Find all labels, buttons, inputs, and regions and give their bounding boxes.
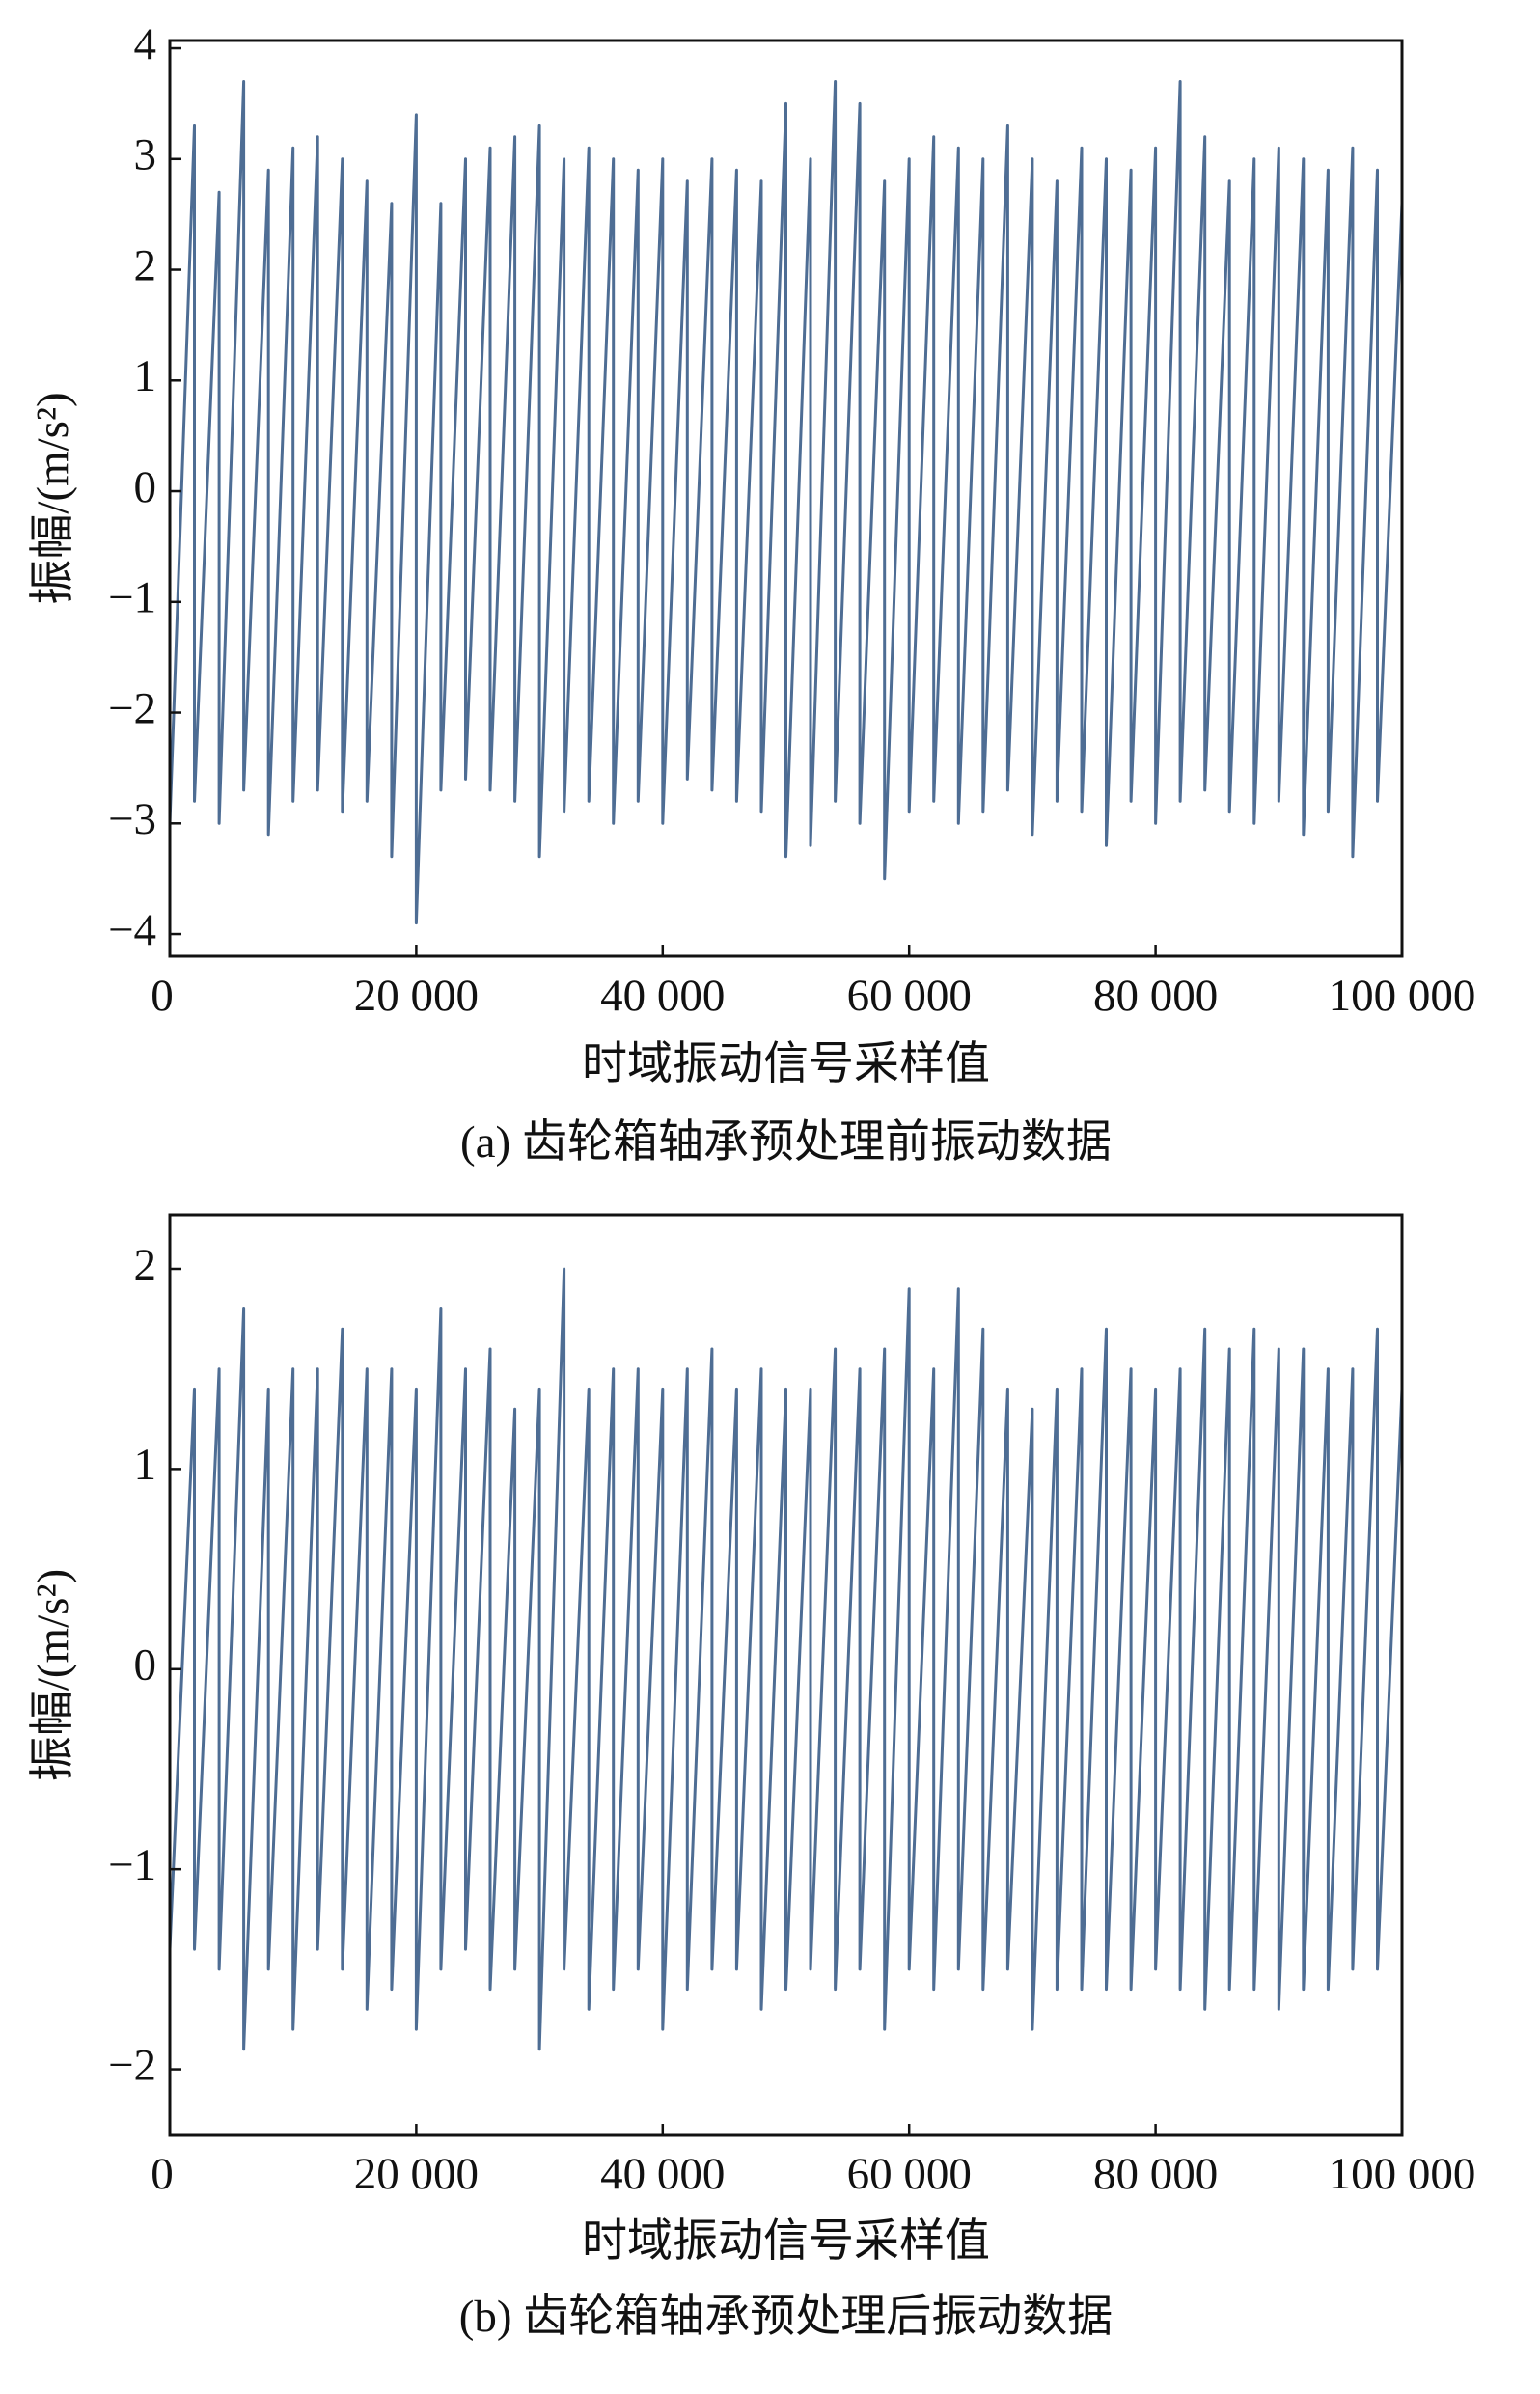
y-tick-label: −4	[108, 905, 156, 955]
y-tick-label: −3	[108, 794, 156, 844]
x-tick-label: 0	[151, 971, 174, 1021]
y-tick-label: −2	[108, 683, 156, 733]
y-tick-label: 3	[134, 130, 157, 180]
x-tick-label: 80 000	[1093, 2149, 1218, 2199]
x-tick-label: 40 000	[600, 2149, 725, 2199]
x-tick-label: 60 000	[847, 971, 972, 1021]
y-tick-label: 1	[134, 351, 157, 401]
x-tick-label: 100 000	[1329, 971, 1476, 1021]
plot-frame	[168, 39, 1404, 958]
x-tick-label: 60 000	[847, 2149, 972, 2199]
x-tick-label: 40 000	[600, 971, 725, 1021]
x-tick-label: 0	[151, 2149, 174, 2199]
y-tick-label: 0	[134, 1640, 157, 1691]
x-tick-label: 80 000	[1093, 971, 1218, 1021]
caption: (a) 齿轮箱轴承预处理前振动数据	[460, 1117, 1112, 1168]
caption: (b) 齿轮箱轴承预处理后振动数据	[459, 2292, 1114, 2342]
y-axis-label: 振幅/(m/s²)	[28, 392, 78, 604]
y-tick-label: 1	[134, 1440, 157, 1490]
x-axis-label: 时域振动信号采样值	[582, 2216, 990, 2267]
y-tick-label: −1	[108, 573, 156, 623]
x-tick-label: 20 000	[354, 2149, 479, 2199]
y-tick-label: 2	[134, 1240, 157, 1290]
plot-frame	[168, 1213, 1404, 2137]
y-tick-label: 4	[134, 19, 157, 69]
signal-line	[168, 80, 1404, 925]
x-axis-label: 时域振动信号采样值	[582, 1039, 990, 1089]
y-tick-label: 2	[134, 240, 157, 290]
x-tick-label: 20 000	[354, 971, 479, 1021]
y-tick-label: −2	[108, 2040, 156, 2090]
x-tick-label: 100 000	[1329, 2149, 1476, 2199]
y-axis-label: 振幅/(m/s²)	[28, 1569, 78, 1781]
y-tick-label: 0	[134, 462, 157, 512]
signal-line	[168, 1267, 1404, 2051]
y-tick-label: −1	[108, 1840, 156, 1890]
